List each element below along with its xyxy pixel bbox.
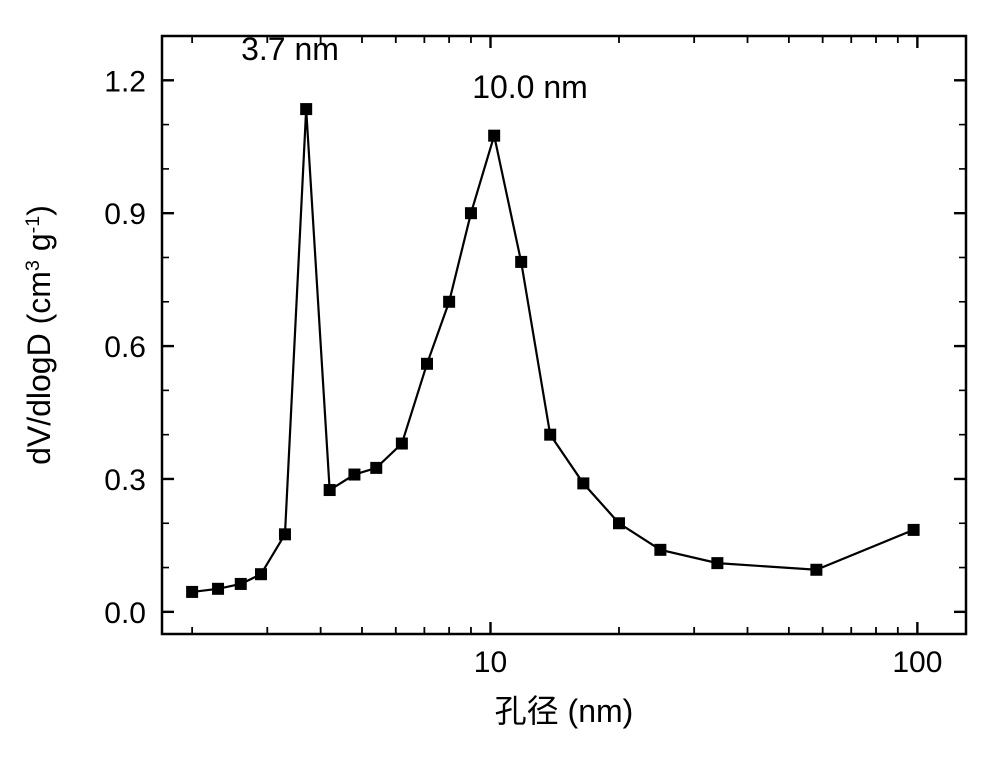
data-point	[324, 485, 335, 496]
data-point	[489, 130, 500, 141]
y-tick-label: 0.6	[104, 331, 146, 364]
y-tick-label: 1.2	[104, 65, 146, 98]
data-point	[908, 524, 919, 535]
data-point	[578, 478, 589, 489]
data-point	[811, 564, 822, 575]
data-point	[235, 578, 246, 589]
data-point	[301, 104, 312, 115]
y-tick-label: 0.3	[104, 464, 146, 497]
x-tick-label: 100	[892, 646, 942, 679]
pore-distribution-chart: 10 100 0.0 0.3 0.6 0.9 1.2 孔径 (nm) dV/dlogD (cm3…	[0, 0, 1000, 765]
data-point	[213, 583, 224, 594]
data-point	[396, 438, 407, 449]
data-point	[655, 544, 666, 555]
data-point	[444, 296, 455, 307]
data-point	[256, 569, 267, 580]
y-axis-label: dV/dlogD (cm3 g-1)	[21, 205, 57, 465]
x-axis-label: 孔径 (nm)	[495, 693, 634, 729]
data-point	[349, 469, 360, 480]
data-point	[465, 208, 476, 219]
data-point	[516, 256, 527, 267]
chart-svg: 10 100 0.0 0.3 0.6 0.9 1.2 孔径 (nm) dV/dlogD (cm3…	[0, 0, 1000, 765]
peak-annotation: 3.7 nm	[241, 31, 339, 67]
data-point	[712, 558, 723, 569]
data-point	[279, 529, 290, 540]
x-tick-label: 10	[474, 646, 507, 679]
data-point	[371, 462, 382, 473]
data-point	[613, 518, 624, 529]
y-tick-label: 0.0	[104, 597, 146, 630]
data-point	[545, 429, 556, 440]
data-point	[187, 586, 198, 597]
data-point	[422, 358, 433, 369]
peak-annotation: 10.0 nm	[472, 69, 588, 105]
y-tick-label: 0.9	[104, 198, 146, 231]
